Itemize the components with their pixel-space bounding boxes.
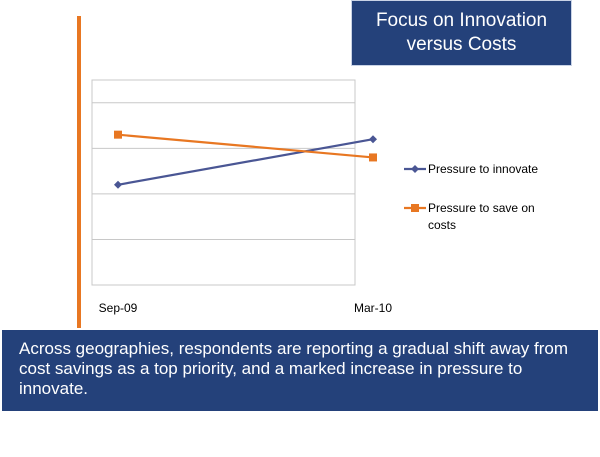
chart-title-line-1: Focus on Innovation (375, 10, 548, 31)
line-chart: Sep-09 Mar-10 Pressure to innovate Pressure… (91, 79, 538, 315)
x-tick-label: Mar-10 (354, 301, 392, 315)
chart-title-box: Focus on Innovation versus Costs (351, 0, 572, 66)
data-point (369, 135, 377, 144)
series-line (117, 138, 374, 186)
caption-text: Across geographies, respondents are repo… (19, 339, 569, 398)
legend-marker (411, 165, 419, 173)
chart-title-line-2: versus Costs (406, 34, 517, 55)
legend-marker (411, 204, 419, 212)
caption-banner: Across geographies, respondents are repo… (2, 330, 598, 411)
legend-label: Pressure to save on costs (428, 201, 535, 232)
series-line (117, 133, 374, 159)
plot-area-border (91, 79, 356, 286)
legend-label: Pressure to innovate (428, 162, 538, 176)
data-point (369, 153, 377, 162)
accent-divider (77, 16, 81, 328)
data-point (114, 180, 122, 189)
x-tick-label: Sep-09 (99, 301, 138, 315)
data-point (114, 130, 122, 139)
